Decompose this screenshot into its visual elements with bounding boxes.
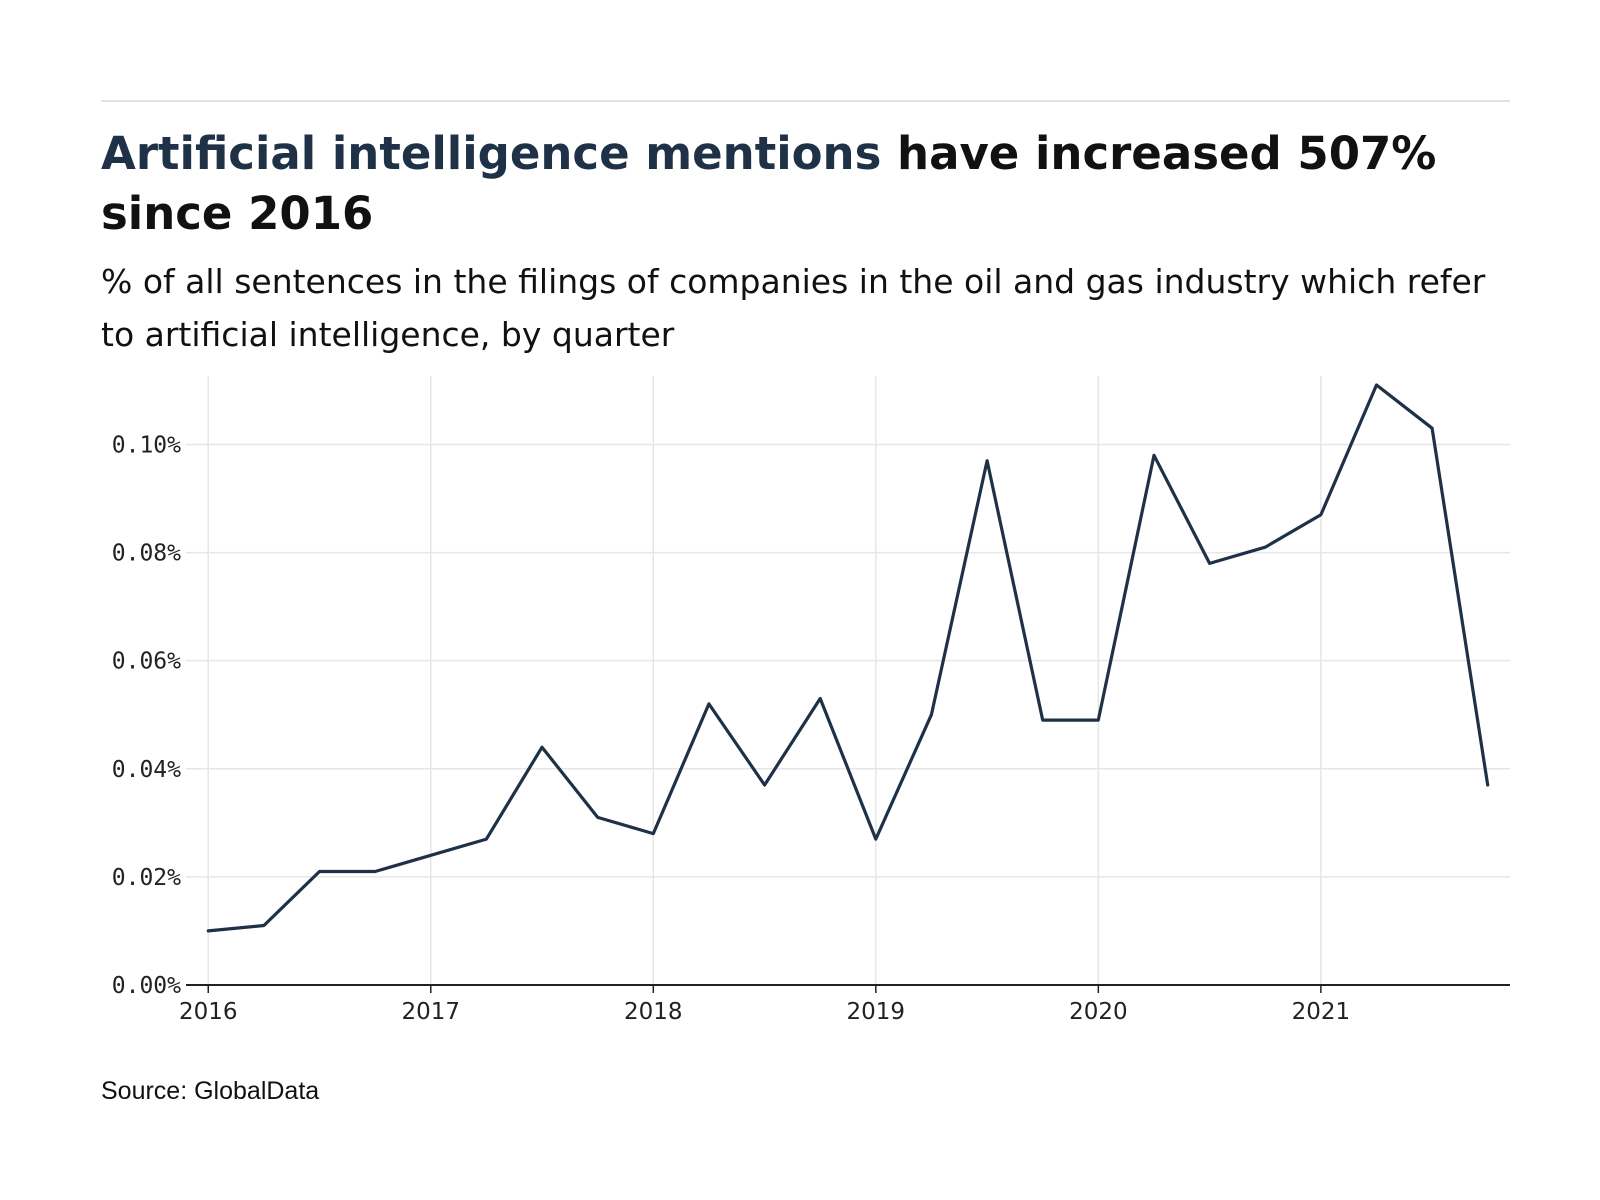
grid-layer (186, 376, 1510, 985)
y-tick-label: 0.00% (112, 973, 181, 999)
series-line-0 (206, 383, 1490, 933)
data-point (1263, 545, 1267, 549)
data-point (1430, 426, 1434, 430)
data-point (985, 459, 989, 463)
y-tick-label: 0.08% (112, 541, 181, 567)
x-tick-label: 2021 (1292, 999, 1351, 1025)
source-note: Source: GlobalData (101, 1077, 320, 1105)
data-point (651, 832, 655, 836)
data-point (540, 745, 544, 749)
y-tick-label: 0.04% (112, 757, 181, 783)
x-tick-label: 2016 (179, 999, 238, 1025)
chart-headline: Artificial intelligence mentions have in… (101, 124, 1510, 244)
data-point (818, 697, 822, 701)
data-point (1319, 513, 1323, 517)
axis-layer (186, 984, 1510, 993)
line-chart: 2016 2017 2018 2019 2020 2021 0.00% 0.02% 0.04% 0… (112, 376, 1510, 1025)
data-point (596, 815, 600, 819)
x-tick-label: 2020 (1069, 999, 1128, 1025)
chart-subtitle: % of all sentences in the filings of com… (101, 262, 1486, 354)
series-layer (206, 383, 1490, 933)
data-point (763, 783, 767, 787)
data-point (318, 869, 322, 873)
data-point (1152, 453, 1156, 457)
y-tick-label: 0.06% (112, 649, 181, 675)
data-point (874, 837, 878, 841)
y-tick-label: 0.02% (112, 865, 181, 891)
x-tick-label: 2018 (624, 999, 683, 1025)
data-point (1096, 718, 1100, 722)
data-point (1208, 561, 1212, 565)
data-point (484, 837, 488, 841)
data-point (373, 869, 377, 873)
data-point (262, 924, 266, 928)
data-point (1374, 383, 1378, 387)
x-tick-label: 2017 (401, 999, 460, 1025)
label-layer: 2016 2017 2018 2019 2020 2021 0.00% 0.02% 0.04% 0… (112, 432, 1350, 1025)
data-point (707, 702, 711, 706)
data-point (429, 853, 433, 857)
headline-accent: Artificial intelligence mentions (101, 127, 882, 180)
data-point (1041, 718, 1045, 722)
data-point (206, 929, 210, 933)
x-tick-label: 2019 (847, 999, 906, 1025)
data-point (1486, 783, 1490, 787)
top-rule (101, 100, 1510, 102)
data-point (929, 713, 933, 717)
y-tick-label: 0.10% (112, 432, 181, 458)
headline-rest: have increased 507% since 2016 (101, 127, 1437, 240)
